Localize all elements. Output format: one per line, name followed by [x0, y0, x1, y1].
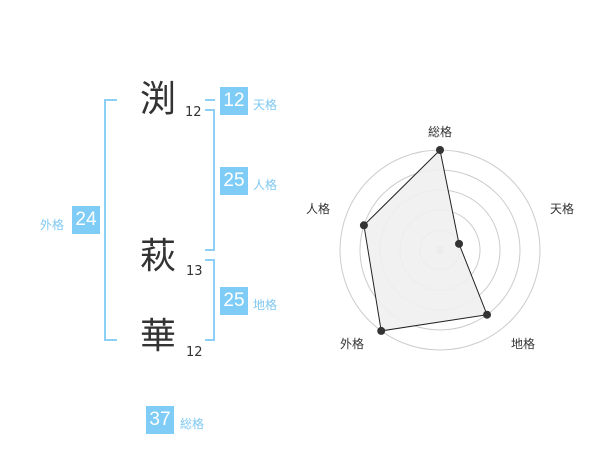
name-char-3: 華	[140, 316, 177, 357]
stroke-count-1: 12	[185, 105, 202, 120]
chikaku-bracket	[205, 259, 215, 341]
radar-area	[363, 148, 488, 332]
name-char-1: 渕	[140, 79, 177, 120]
radar-point-3	[377, 326, 386, 335]
gaikaku-bracket	[104, 99, 117, 341]
radar-point-1	[455, 239, 464, 248]
radar-point-0	[436, 146, 444, 154]
stroke-count-2: 13	[186, 264, 203, 279]
tenkaku-value: 12	[220, 87, 248, 115]
jinkaku-bracket	[205, 109, 215, 251]
radar-label-tenkaku: 天格	[550, 202, 575, 216]
jinkaku-label: 人格	[253, 178, 278, 192]
radar-label-chikaku: 地格	[511, 337, 536, 351]
chikaku-label: 地格	[253, 298, 278, 312]
radar-label-soukaku: 総格	[428, 125, 453, 139]
tenkaku-label: 天格	[253, 98, 278, 112]
radar-point-4	[359, 221, 368, 230]
radar-point-2	[483, 310, 492, 319]
soukaku-value: 37	[146, 406, 174, 434]
radar-label-gaikaku: 外格	[340, 337, 365, 351]
name-char-2: 萩	[140, 236, 177, 277]
radar-label-jinkaku: 人格	[306, 202, 331, 216]
tenkaku-bracket	[205, 99, 215, 101]
gaikaku-value: 24	[72, 206, 100, 234]
chikaku-value: 25	[220, 287, 248, 315]
gaikaku-label: 外格	[40, 218, 65, 232]
soukaku-label: 総格	[180, 417, 205, 431]
stroke-count-3: 12	[186, 345, 203, 360]
jinkaku-value: 25	[220, 167, 248, 195]
